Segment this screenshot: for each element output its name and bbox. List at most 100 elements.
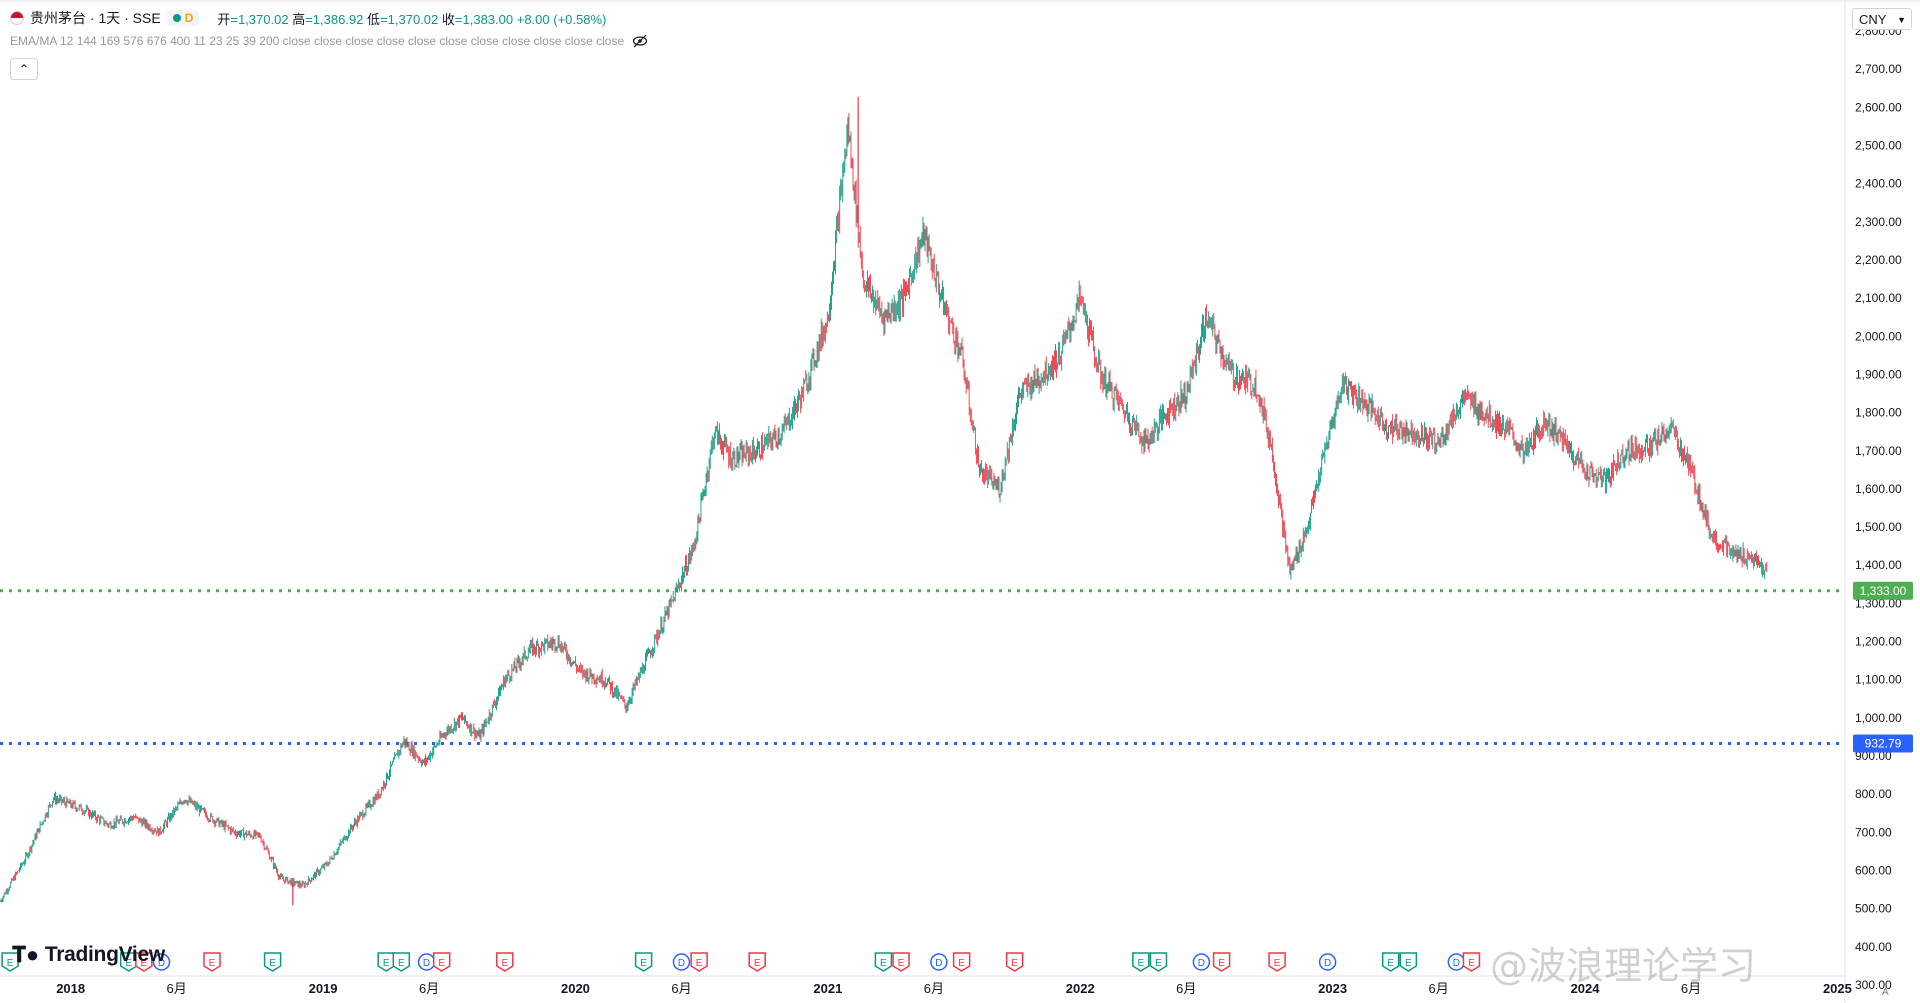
dividend-marker[interactable]: D <box>152 953 171 971</box>
earnings-marker[interactable]: E <box>392 952 411 972</box>
event-letter: E <box>7 958 14 969</box>
event-letter: D <box>1453 958 1460 969</box>
earnings-marker[interactable]: E <box>1212 952 1231 972</box>
y-tick-label: 1,300.00 <box>1855 596 1902 610</box>
earnings-shield-icon <box>690 952 708 972</box>
dividend-marker[interactable]: D <box>1318 953 1337 971</box>
earnings-marker[interactable]: E <box>119 952 138 972</box>
x-tick-label: 6月 <box>924 981 944 996</box>
low-value: =1,370.02 <box>380 11 439 27</box>
y-tick-label: 500.00 <box>1855 902 1892 916</box>
earnings-marker[interactable]: E <box>748 952 766 972</box>
earnings-marker[interactable]: E <box>1005 952 1024 972</box>
market-status-badge[interactable]: D <box>166 10 200 26</box>
y-tick-label: 2,000.00 <box>1855 329 1902 343</box>
symbol-title[interactable]: 贵州茅台 · 1天 · SSE <box>30 10 161 26</box>
x-tick-label: 2024 <box>1571 981 1601 996</box>
y-tick-label: 2,400.00 <box>1855 177 1902 191</box>
x-tick-label: 2022 <box>1066 981 1095 996</box>
earnings-shield-icon <box>1005 952 1024 972</box>
y-tick-label: 2,300.00 <box>1855 215 1902 229</box>
earnings-marker[interactable]: E <box>1268 952 1286 972</box>
y-tick-label: 2,100.00 <box>1855 291 1902 305</box>
event-letter: E <box>696 958 703 969</box>
event-letter: E <box>501 958 508 969</box>
event-letter: E <box>438 958 445 969</box>
y-tick-label: 800.00 <box>1855 787 1892 801</box>
ohlc-values: 开=1,370.02 高=1,386.92 低=1,370.02 收=1,383… <box>217 9 606 28</box>
event-letter: D <box>678 958 685 969</box>
tradingview-logo[interactable]: 𝐓● TradingView <box>12 942 165 968</box>
y-tick-label: 2,700.00 <box>1855 62 1902 76</box>
close-label: 收 <box>441 11 455 27</box>
earnings-marker[interactable]: E <box>496 952 514 972</box>
earnings-marker[interactable]: E <box>432 952 451 972</box>
earnings-marker[interactable]: E <box>1462 952 1481 972</box>
earnings-marker[interactable]: E <box>952 952 971 972</box>
y-tick-label: 300.00 <box>1855 978 1892 992</box>
earnings-shield-icon <box>634 952 653 972</box>
y-tick-label: 1,100.00 <box>1855 673 1902 687</box>
y-tick-label: 1,200.00 <box>1855 635 1902 649</box>
event-letter: D <box>423 958 430 969</box>
earnings-marker[interactable]: E <box>377 952 395 972</box>
collapse-legend-button[interactable]: ⌃ <box>10 58 38 80</box>
dividend-marker[interactable]: D <box>1192 953 1211 971</box>
currency-value: CNY <box>1859 12 1887 27</box>
x-tick-label: 6月 <box>167 981 187 996</box>
chevron-down-icon: ▼ <box>1897 15 1906 25</box>
earnings-shield-icon <box>496 952 514 972</box>
market-open-dot-icon <box>172 14 181 22</box>
price-level-tag <box>1853 581 1913 600</box>
currency-select[interactable]: CNY ▼ <box>1852 8 1912 30</box>
y-tick-label: 700.00 <box>1855 825 1892 839</box>
y-tick-label: 1,000.00 <box>1855 711 1902 725</box>
dividend-marker[interactable]: D <box>672 953 691 971</box>
earnings-marker[interactable]: E <box>1132 952 1150 972</box>
earnings-marker[interactable]: E <box>634 952 653 972</box>
y-tick-label: 1,800.00 <box>1855 406 1902 420</box>
earnings-marker[interactable]: E <box>892 952 910 972</box>
event-letter: E <box>209 958 216 969</box>
earnings-marker[interactable]: E <box>1 952 19 972</box>
china-flag-icon <box>10 11 24 25</box>
y-tick-label: 1,700.00 <box>1855 444 1902 458</box>
hide-eye-icon[interactable] <box>632 34 648 48</box>
auto-scale-button[interactable]: A <box>1882 987 1889 998</box>
earnings-shield-icon <box>952 952 971 972</box>
earnings-marker[interactable]: E <box>263 952 282 972</box>
dividend-marker[interactable]: D <box>417 953 436 971</box>
event-letter: D <box>935 958 942 969</box>
event-letter: D <box>158 958 165 969</box>
earnings-marker[interactable]: E <box>690 952 708 972</box>
earnings-shield-icon <box>377 952 395 972</box>
dividend-circle-icon <box>1192 953 1211 971</box>
earnings-shield-icon <box>1381 952 1400 972</box>
dividend-circle-icon <box>1318 953 1337 971</box>
event-letter: E <box>1405 958 1412 969</box>
earnings-shield-icon <box>392 952 411 972</box>
event-letter: E <box>1137 958 1144 969</box>
delayed-badge-letter: D <box>184 11 194 25</box>
x-tick-label: 6月 <box>1176 981 1196 996</box>
dividend-marker[interactable]: D <box>930 953 948 971</box>
indicator-legend[interactable]: EMA/MA 12 144 169 576 676 400 11 23 25 3… <box>10 34 648 48</box>
symbol-legend: 贵州茅台 · 1天 · SSE D 开=1,370.02 高=1,386.92 … <box>10 8 606 28</box>
event-letter: E <box>1218 958 1225 969</box>
y-tick-label: 2,500.00 <box>1855 138 1902 152</box>
earnings-marker[interactable]: E <box>874 952 893 972</box>
y-tick-label: 900.00 <box>1855 749 1892 763</box>
x-tick-label: 6月 <box>671 981 691 996</box>
dividend-marker[interactable]: D <box>1447 953 1466 971</box>
low-label: 低 <box>367 11 381 27</box>
earnings-marker[interactable]: E <box>1399 952 1418 972</box>
earnings-marker[interactable]: E <box>135 952 153 972</box>
price-level-tag <box>1853 734 1913 753</box>
tradingview-logo-text: TradingView <box>44 943 165 966</box>
earnings-shield-icon <box>119 952 138 972</box>
earnings-marker[interactable]: E <box>203 952 221 972</box>
earnings-marker[interactable]: E <box>1149 952 1168 972</box>
earnings-marker[interactable]: E <box>1381 952 1400 972</box>
